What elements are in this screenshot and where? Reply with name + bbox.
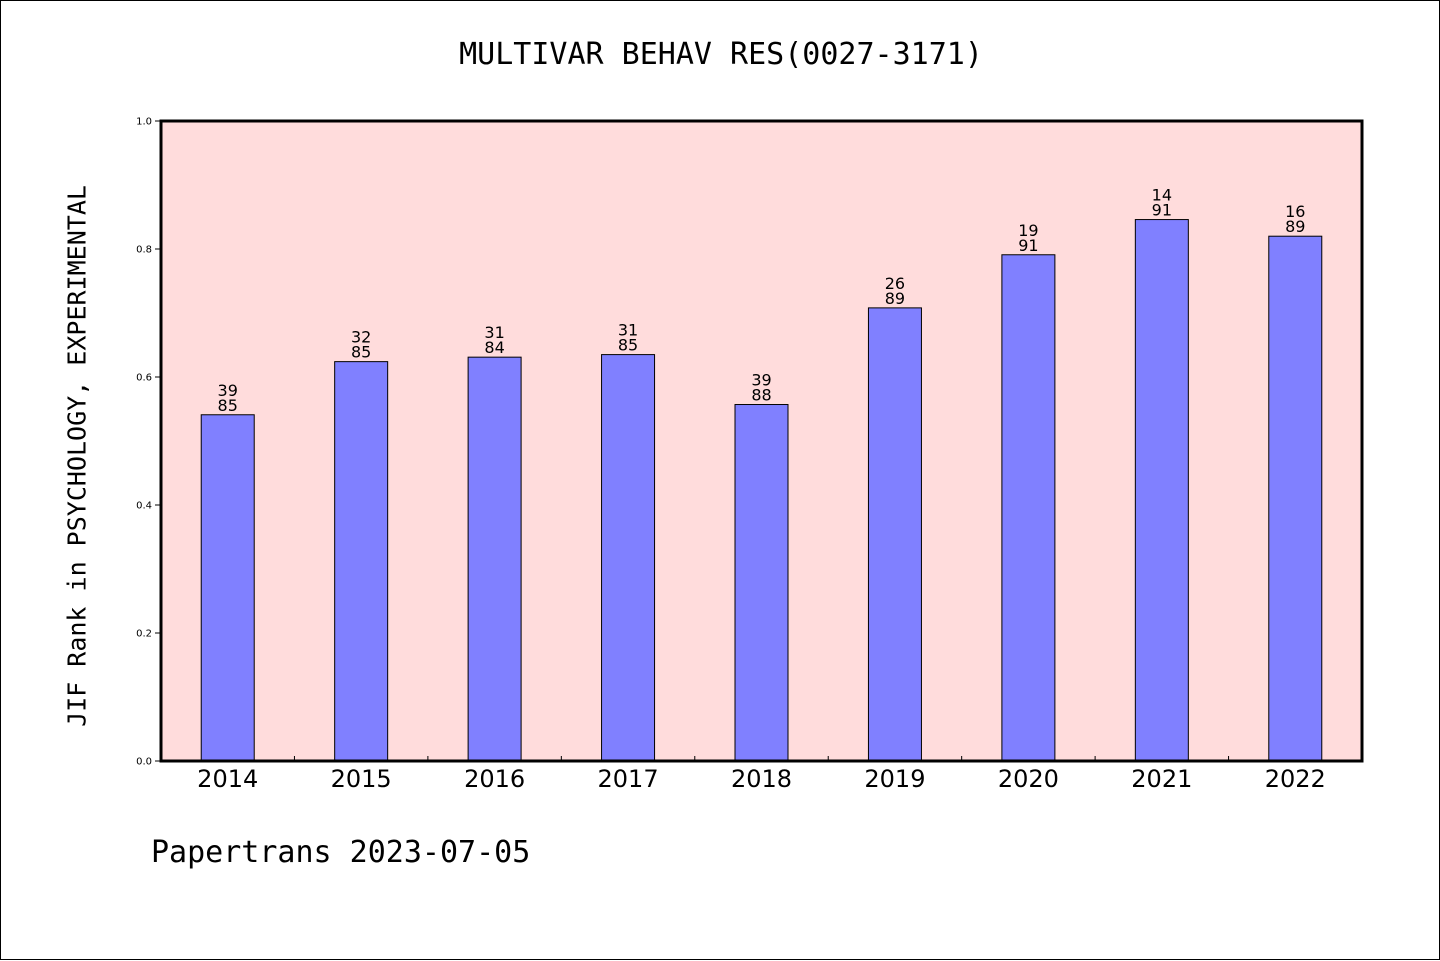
y-tick-label: 1.0 (136, 117, 152, 128)
y-tick-label: 0.0 (136, 757, 152, 768)
x-tick-label-2015: 2015 (331, 765, 392, 793)
y-tick-label: 0.4 (136, 501, 152, 512)
bar-total-label-2014: 85 (218, 396, 238, 415)
bar-rank-label-2018: 39 (751, 371, 771, 390)
bar-total-label-2019: 89 (885, 289, 905, 308)
x-tick-label-2016: 2016 (464, 765, 525, 793)
bar-rank-label-2014: 39 (218, 381, 238, 400)
y-tick-label: 0.8 (136, 245, 152, 256)
bar-2015 (334, 361, 389, 762)
chart-title: MULTIVAR BEHAV RES(0027-3171) (459, 37, 983, 72)
x-tick-label-2014: 2014 (197, 765, 258, 793)
bar-total-label-2016: 84 (484, 338, 504, 357)
bar-2017 (601, 354, 656, 762)
bar-rank-label-2021: 14 (1152, 186, 1172, 205)
bar-2021 (1134, 219, 1189, 762)
bar-2019 (867, 307, 922, 762)
bar-total-label-2022: 89 (1285, 217, 1305, 236)
x-tick-label-2018: 2018 (731, 765, 792, 793)
x-tick-label-2022: 2022 (1265, 765, 1326, 793)
bar-total-label-2017: 85 (618, 336, 638, 355)
bar-rank-label-2015: 32 (351, 328, 371, 347)
bar-rank-label-2020: 19 (1018, 221, 1038, 240)
bar-total-label-2021: 91 (1152, 201, 1172, 220)
bar-total-label-2020: 91 (1018, 236, 1038, 255)
bar-2014 (200, 414, 255, 762)
x-tick-label-2019: 2019 (864, 765, 925, 793)
plot-border (159, 119, 1364, 763)
bar-total-label-2015: 85 (351, 343, 371, 362)
bar-2018 (734, 404, 789, 762)
bar-2020 (1001, 254, 1056, 762)
bar-2016 (467, 356, 522, 762)
y-tick-label: 0.2 (136, 629, 152, 640)
bar-rank-label-2016: 31 (484, 323, 504, 342)
bar-total-label-2018: 88 (751, 386, 771, 405)
x-tick-label-2021: 2021 (1131, 765, 1192, 793)
x-tick-label-2017: 2017 (598, 765, 659, 793)
bar-rank-label-2022: 16 (1285, 202, 1305, 221)
x-tick-label-2020: 2020 (998, 765, 1059, 793)
bar-rank-label-2019: 26 (885, 274, 905, 293)
bar-rank-label-2017: 31 (618, 321, 638, 340)
footer-credit: Papertrans 2023-07-05 (151, 835, 531, 870)
bar-2022 (1268, 235, 1323, 762)
y-tick-label: 0.6 (136, 373, 152, 384)
